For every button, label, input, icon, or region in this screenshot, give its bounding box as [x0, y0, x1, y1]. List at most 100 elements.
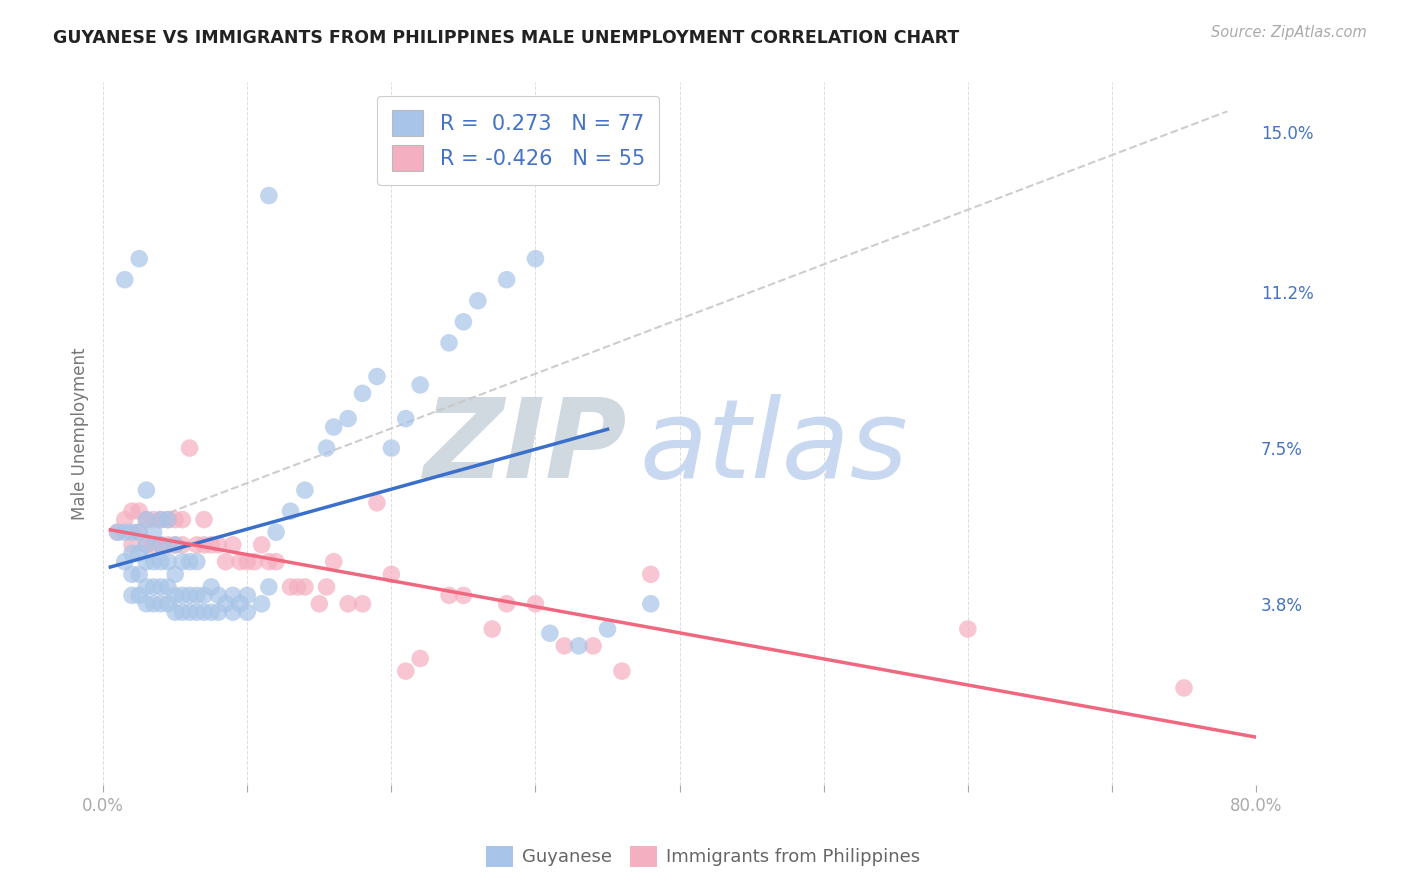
- Point: [214, 555, 236, 569]
- Point: [165, 605, 187, 619]
- Point: [352, 597, 374, 611]
- Point: [142, 525, 165, 540]
- Point: [179, 588, 201, 602]
- Text: ZIP: ZIP: [425, 394, 627, 501]
- Point: [264, 555, 287, 569]
- Legend: Guyanese, Immigrants from Philippines: Guyanese, Immigrants from Philippines: [478, 838, 928, 874]
- Point: [128, 525, 150, 540]
- Point: [222, 538, 245, 552]
- Point: [165, 538, 187, 552]
- Point: [610, 664, 633, 678]
- Point: [121, 567, 143, 582]
- Point: [114, 273, 136, 287]
- Point: [135, 513, 157, 527]
- Point: [193, 538, 215, 552]
- Point: [222, 588, 245, 602]
- Point: [172, 555, 194, 569]
- Point: [135, 483, 157, 497]
- Point: [107, 525, 129, 540]
- Point: [149, 580, 172, 594]
- Point: [149, 538, 172, 552]
- Point: [250, 538, 273, 552]
- Point: [294, 580, 316, 594]
- Point: [142, 597, 165, 611]
- Point: [596, 622, 619, 636]
- Point: [366, 496, 388, 510]
- Point: [582, 639, 605, 653]
- Text: GUYANESE VS IMMIGRANTS FROM PHILIPPINES MALE UNEMPLOYMENT CORRELATION CHART: GUYANESE VS IMMIGRANTS FROM PHILIPPINES …: [53, 29, 960, 46]
- Point: [257, 580, 280, 594]
- Point: [366, 369, 388, 384]
- Text: Source: ZipAtlas.com: Source: ZipAtlas.com: [1211, 25, 1367, 40]
- Point: [128, 252, 150, 266]
- Point: [229, 597, 252, 611]
- Point: [165, 513, 187, 527]
- Point: [956, 622, 979, 636]
- Point: [524, 252, 547, 266]
- Point: [352, 386, 374, 401]
- Point: [453, 588, 475, 602]
- Point: [193, 605, 215, 619]
- Point: [538, 626, 561, 640]
- Point: [128, 567, 150, 582]
- Point: [135, 538, 157, 552]
- Point: [121, 525, 143, 540]
- Point: [156, 538, 179, 552]
- Point: [149, 513, 172, 527]
- Text: atlas: atlas: [640, 394, 908, 501]
- Point: [128, 588, 150, 602]
- Point: [186, 605, 208, 619]
- Point: [337, 597, 360, 611]
- Point: [193, 513, 215, 527]
- Point: [236, 605, 259, 619]
- Point: [337, 411, 360, 425]
- Point: [186, 538, 208, 552]
- Point: [200, 538, 222, 552]
- Point: [395, 411, 418, 425]
- Point: [121, 546, 143, 560]
- Point: [128, 546, 150, 560]
- Point: [186, 588, 208, 602]
- Point: [107, 525, 129, 540]
- Point: [207, 605, 229, 619]
- Point: [481, 622, 503, 636]
- Point: [121, 538, 143, 552]
- Point: [121, 504, 143, 518]
- Point: [149, 538, 172, 552]
- Point: [380, 441, 402, 455]
- Point: [128, 504, 150, 518]
- Point: [264, 525, 287, 540]
- Point: [149, 555, 172, 569]
- Point: [222, 605, 245, 619]
- Point: [135, 580, 157, 594]
- Point: [257, 188, 280, 202]
- Point: [172, 605, 194, 619]
- Point: [553, 639, 575, 653]
- Point: [294, 483, 316, 497]
- Point: [243, 555, 266, 569]
- Point: [149, 597, 172, 611]
- Point: [142, 555, 165, 569]
- Point: [165, 538, 187, 552]
- Point: [165, 588, 187, 602]
- Point: [172, 538, 194, 552]
- Point: [156, 513, 179, 527]
- Point: [524, 597, 547, 611]
- Point: [380, 567, 402, 582]
- Point: [142, 538, 165, 552]
- Point: [207, 538, 229, 552]
- Point: [250, 597, 273, 611]
- Y-axis label: Male Unemployment: Male Unemployment: [72, 347, 89, 519]
- Point: [495, 273, 517, 287]
- Point: [280, 580, 302, 594]
- Point: [495, 597, 517, 611]
- Point: [114, 513, 136, 527]
- Point: [437, 335, 460, 350]
- Point: [229, 555, 252, 569]
- Point: [467, 293, 489, 308]
- Point: [135, 555, 157, 569]
- Point: [453, 315, 475, 329]
- Point: [640, 597, 662, 611]
- Point: [135, 513, 157, 527]
- Legend: R =  0.273   N = 77, R = -0.426   N = 55: R = 0.273 N = 77, R = -0.426 N = 55: [377, 95, 659, 186]
